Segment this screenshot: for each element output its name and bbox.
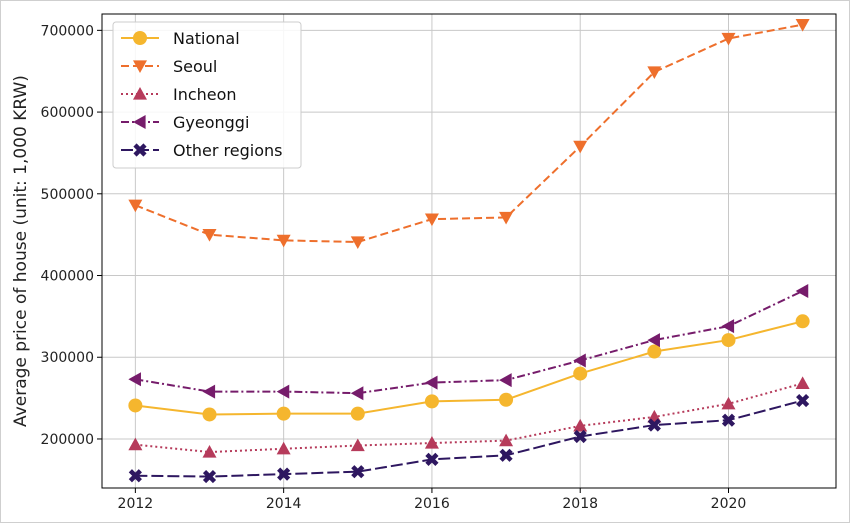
tick-layer: 2012 2014 2016 2018 2020 200000 300000 400000 50… [41, 23, 747, 512]
legend-marker-seoul [133, 60, 147, 73]
series-national [128, 314, 810, 422]
legend-label-incheon: Incheon [173, 85, 237, 104]
legend-marker-gyeonggi [133, 115, 146, 129]
legend-marker-other-regions [133, 143, 147, 157]
series-line-seoul [134, 23, 803, 244]
point-national-2020 [721, 333, 736, 348]
point-gyeonggi-2021 [795, 284, 809, 299]
point-gyeonggi-2012 [128, 372, 141, 387]
series-line-other-regions [135, 399, 803, 478]
point-other-regions-2017 [499, 448, 513, 462]
series-seoul [128, 19, 810, 250]
legend-box [112, 21, 302, 169]
point-national-2019 [647, 344, 662, 359]
point-incheon-2018 [573, 418, 588, 432]
point-national-2014 [276, 406, 291, 421]
point-gyeonggi-2013 [202, 384, 216, 399]
y-tick-label-500000: 500000 [41, 187, 94, 203]
point-incheon-2014 [276, 441, 291, 455]
point-national-2021 [795, 314, 810, 329]
legend-marker-incheon [133, 87, 147, 100]
point-other-regions-2019 [647, 418, 661, 432]
legend-item-national: National [121, 29, 240, 48]
point-incheon-2016 [424, 436, 439, 449]
point-gyeonggi-2018 [573, 353, 586, 368]
point-seoul-2021 [795, 19, 810, 32]
point-incheon-2012 [128, 437, 143, 451]
y-tick-label-300000: 300000 [41, 350, 94, 366]
point-incheon-2021 [795, 376, 810, 389]
y-tick-label-400000: 400000 [41, 269, 94, 285]
point-seoul-2019 [647, 66, 662, 80]
point-seoul-2015 [350, 236, 365, 250]
point-gyeonggi-2019 [647, 333, 660, 348]
point-incheon-2013 [202, 445, 217, 458]
series-layer [128, 19, 810, 484]
point-other-regions-2012 [128, 469, 142, 483]
x-tick-label-2012: 2012 [118, 496, 154, 512]
legend-marker-national [133, 31, 147, 45]
point-seoul-2017 [499, 211, 514, 225]
point-incheon-2017 [499, 433, 514, 447]
point-gyeonggi-2015 [350, 386, 364, 401]
legend-item-incheon: Incheon [121, 85, 237, 104]
point-seoul-2016 [424, 213, 439, 227]
x-tick-label-2014: 2014 [266, 496, 302, 512]
point-seoul-2020 [721, 32, 736, 46]
point-other-regions-2014 [277, 467, 291, 481]
y-tick-label-600000: 600000 [41, 105, 94, 121]
point-national-2016 [424, 394, 439, 409]
series-other-regions [128, 393, 810, 484]
point-seoul-2013 [202, 229, 217, 242]
point-incheon-2020 [721, 396, 736, 410]
point-other-regions-2015 [351, 465, 365, 479]
x-tick-label-2020: 2020 [711, 496, 747, 512]
point-other-regions-2018 [573, 429, 587, 444]
point-gyeonggi-2020 [721, 319, 735, 334]
x-tick-label-2018: 2018 [562, 496, 598, 512]
point-seoul-2018 [573, 140, 588, 154]
point-gyeonggi-2016 [424, 375, 438, 390]
point-other-regions-2020 [721, 413, 736, 427]
point-other-regions-2013 [202, 469, 217, 484]
point-national-2017 [499, 392, 514, 407]
point-national-2018 [573, 366, 588, 381]
y-axis-label: Average price of house (unit: 1,000 KRW) [11, 75, 31, 427]
legend-item-seoul: Seoul [121, 57, 217, 76]
point-seoul-2012 [128, 199, 143, 213]
legend: National Seoul Incheon Gyeonggi Other region… [112, 21, 302, 169]
point-national-2012 [128, 398, 143, 413]
series-gyeonggi [128, 284, 809, 401]
point-seoul-2014 [276, 234, 291, 248]
legend-item-other-regions: Other regions [121, 141, 282, 160]
point-gyeonggi-2014 [276, 384, 290, 399]
series-line-incheon [135, 382, 803, 454]
point-other-regions-2016 [425, 452, 439, 466]
point-gyeonggi-2017 [499, 373, 512, 388]
series-line-national [135, 320, 803, 416]
legend-label-seoul: Seoul [173, 57, 217, 76]
x-tick-label-2016: 2016 [414, 496, 450, 512]
point-national-2015 [350, 406, 365, 421]
plot-area [101, 13, 837, 489]
point-national-2013 [202, 407, 217, 422]
point-other-regions-2021 [796, 393, 810, 408]
y-tick-label-700000: 700000 [41, 23, 94, 39]
legend-item-gyeonggi: Gyeonggi [121, 113, 249, 132]
legend-label-other-regions: Other regions [173, 141, 282, 160]
y-tick-label-200000: 200000 [41, 432, 94, 448]
legend-label-national: National [173, 29, 240, 48]
legend-label-gyeonggi: Gyeonggi [173, 113, 249, 132]
series-line-gyeonggi [135, 290, 804, 395]
point-incheon-2015 [350, 438, 365, 452]
series-incheon [128, 376, 810, 458]
